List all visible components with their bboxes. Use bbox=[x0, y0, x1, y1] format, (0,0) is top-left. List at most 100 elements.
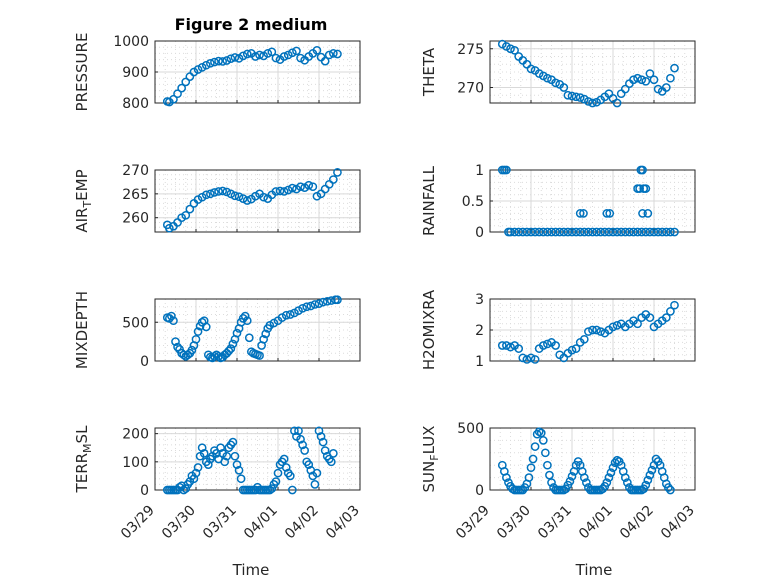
data-point bbox=[598, 484, 608, 494]
data-point bbox=[666, 227, 675, 237]
data-point bbox=[645, 227, 655, 237]
data-point bbox=[502, 473, 511, 482]
data-point bbox=[222, 187, 232, 197]
data-point bbox=[588, 98, 597, 108]
data-point bbox=[670, 300, 679, 310]
data-point bbox=[318, 297, 328, 307]
data-point bbox=[232, 460, 242, 469]
data-point bbox=[629, 75, 638, 85]
data-point bbox=[242, 49, 252, 59]
data-point bbox=[279, 187, 289, 196]
data-point bbox=[633, 73, 642, 83]
data-point bbox=[602, 209, 612, 218]
data-point bbox=[191, 468, 201, 478]
y-tick-label: 0 bbox=[140, 483, 149, 499]
data-point bbox=[567, 227, 577, 237]
y-axis-label: H2OMIXRA bbox=[420, 289, 438, 370]
data-point bbox=[312, 45, 322, 55]
data-point bbox=[567, 345, 577, 355]
data-point bbox=[185, 204, 195, 214]
data-point bbox=[179, 485, 189, 495]
y-tick-label: 900 bbox=[122, 65, 149, 81]
data-point bbox=[310, 480, 320, 489]
data-point bbox=[608, 322, 618, 332]
data-point bbox=[582, 478, 591, 487]
data-point bbox=[265, 485, 275, 495]
data-point bbox=[218, 57, 227, 66]
data-point bbox=[285, 471, 295, 481]
data-point bbox=[226, 189, 236, 199]
y-tick-label: 0.5 bbox=[462, 194, 484, 210]
data-point bbox=[234, 465, 244, 475]
data-point bbox=[596, 227, 606, 237]
data-point bbox=[555, 227, 565, 237]
data-point bbox=[273, 468, 283, 478]
data-point bbox=[288, 183, 297, 193]
data-point bbox=[638, 165, 647, 175]
data-point bbox=[608, 227, 618, 237]
axes-pressure: 800 900 1000 PRESSURE bbox=[73, 33, 361, 112]
data-point bbox=[300, 446, 309, 455]
data-point bbox=[575, 209, 585, 218]
data-point bbox=[497, 341, 507, 350]
data-point bbox=[588, 325, 597, 335]
x-axis-label-left: Time bbox=[232, 561, 270, 579]
data-point bbox=[579, 473, 589, 482]
data-point bbox=[528, 454, 538, 464]
data-point bbox=[201, 60, 211, 70]
y-tick-label: 265 bbox=[122, 187, 149, 203]
axes-frame bbox=[489, 298, 696, 362]
data-point bbox=[167, 311, 176, 321]
data-point bbox=[643, 475, 653, 485]
axes-frame bbox=[154, 169, 361, 233]
data-point bbox=[206, 189, 215, 199]
data-point bbox=[605, 209, 615, 218]
data-point bbox=[171, 337, 180, 346]
data-point bbox=[306, 301, 316, 311]
y-tick-label: 0 bbox=[475, 225, 484, 241]
data-point bbox=[645, 470, 655, 480]
data-point bbox=[592, 325, 601, 335]
data-point bbox=[329, 49, 338, 58]
y-tick-label: 100 bbox=[122, 455, 149, 471]
data-point bbox=[191, 334, 201, 344]
data-point bbox=[604, 227, 614, 237]
axes-h2omixra: 1 2 3 H2OMIXRA bbox=[420, 289, 696, 370]
y-axis-label: SUNFLUX bbox=[420, 426, 441, 493]
data-point bbox=[226, 344, 236, 353]
data-point bbox=[506, 227, 515, 237]
data-point bbox=[567, 472, 577, 481]
data-point bbox=[220, 457, 230, 467]
data-point bbox=[547, 478, 556, 487]
data-point bbox=[526, 64, 536, 74]
data-point bbox=[600, 227, 610, 237]
data-point bbox=[526, 353, 536, 363]
data-point bbox=[279, 52, 289, 61]
data-point bbox=[670, 227, 679, 237]
data-point bbox=[530, 442, 540, 451]
data-point bbox=[197, 443, 207, 453]
data-point bbox=[571, 92, 581, 102]
data-point bbox=[304, 460, 314, 469]
data-point bbox=[308, 182, 318, 192]
data-point bbox=[637, 227, 647, 237]
data-point bbox=[232, 328, 242, 338]
data-point bbox=[510, 227, 519, 237]
data-point bbox=[629, 227, 638, 237]
data-point bbox=[584, 97, 593, 106]
data-point bbox=[584, 227, 593, 237]
data-point bbox=[238, 51, 248, 61]
data-point bbox=[242, 196, 252, 205]
data-point bbox=[230, 451, 240, 461]
data-point bbox=[661, 83, 671, 92]
data-point bbox=[281, 310, 291, 320]
data-point bbox=[536, 428, 546, 438]
y-tick-label: 2 bbox=[475, 323, 484, 339]
data-point bbox=[588, 227, 597, 237]
data-point bbox=[275, 186, 285, 196]
data-point bbox=[228, 437, 238, 447]
axes-theta: 270 275 THETA bbox=[420, 39, 696, 108]
data-point bbox=[606, 468, 616, 477]
data-point bbox=[298, 303, 307, 313]
data-point bbox=[333, 168, 342, 177]
